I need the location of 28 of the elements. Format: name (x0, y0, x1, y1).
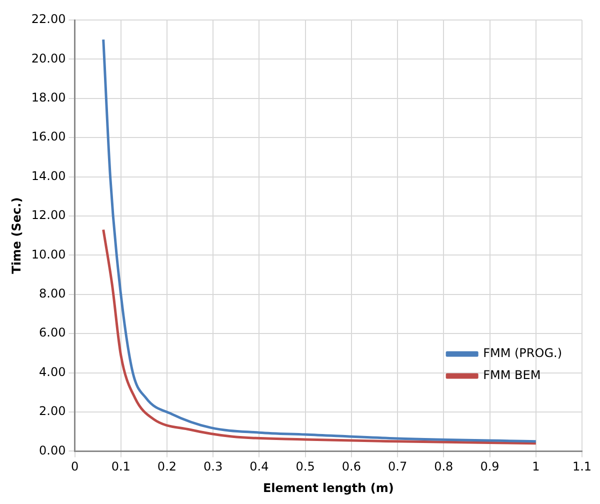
x-tick-label: 0.5 (296, 460, 315, 474)
y-tick-label: 4.00 (39, 364, 66, 379)
legend-label: FMM (PROG.) (483, 346, 562, 360)
y-tick-label: 16.00 (31, 130, 66, 144)
x-tick-label: 0.9 (480, 460, 500, 474)
x-tick-label: 0.7 (388, 460, 408, 474)
x-tick-label: 1 (532, 460, 540, 474)
y-axis-title: Time (Sec.) (9, 197, 24, 274)
y-tick-label: 20.00 (31, 51, 66, 66)
y-tick-label: 2.00 (39, 404, 66, 418)
x-tick-label: 1.1 (572, 460, 592, 474)
x-tick-label: 0.3 (204, 460, 223, 474)
y-tick-label: 10.00 (31, 247, 66, 262)
y-tick-label: 0.00 (39, 443, 66, 458)
x-tick-label: 0.4 (250, 460, 269, 474)
y-tick-label: 14.00 (31, 168, 66, 183)
legend-label: FMM BEM (483, 368, 541, 382)
x-tick-label: 0.6 (342, 460, 361, 474)
x-axis-title: Element length (m) (262, 480, 394, 495)
y-tick-label: 18.00 (31, 90, 66, 105)
x-tick-label: 0.2 (157, 460, 177, 474)
y-tick-label: 8.00 (39, 286, 66, 301)
x-tick-label: 0.8 (434, 460, 454, 474)
y-tick-label: 22.00 (31, 12, 66, 26)
x-tick-label: 0 (70, 460, 79, 474)
y-tick-label: 12.00 (31, 208, 66, 222)
y-tick-label: 6.00 (39, 326, 66, 340)
x-tick-label: 0.1 (111, 460, 130, 474)
